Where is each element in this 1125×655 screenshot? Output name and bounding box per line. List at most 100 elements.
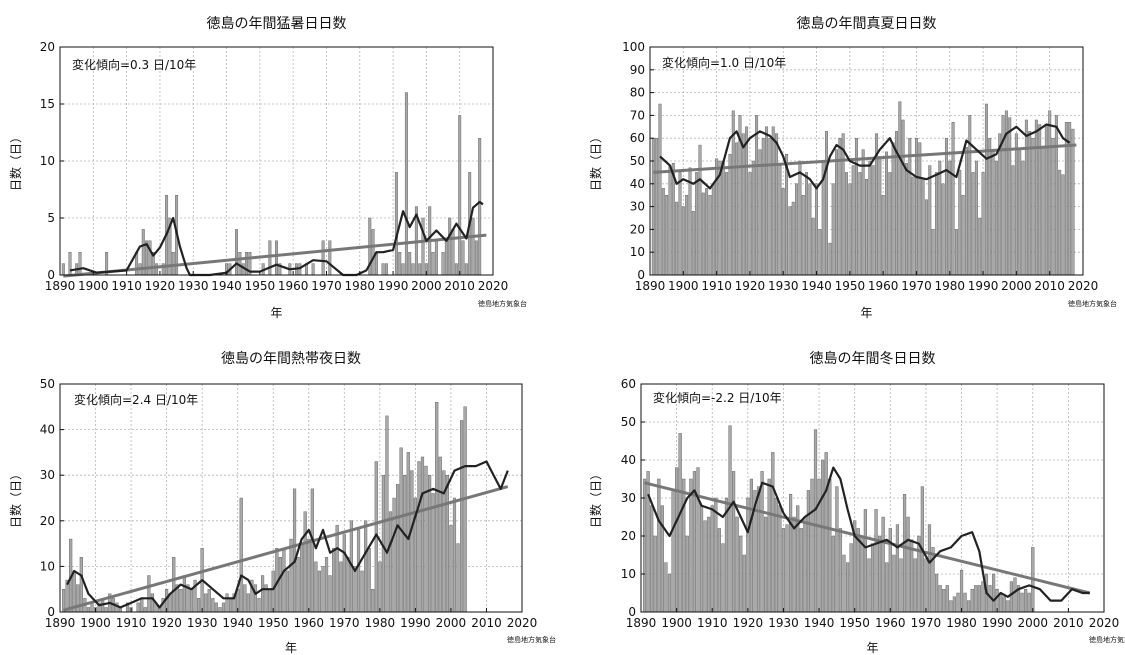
chart-3-title: 徳島の年間冬日日数 — [810, 351, 936, 367]
chart-2-xtick-label: 1940 — [222, 616, 253, 630]
chart-1-bar-1949 — [845, 172, 848, 276]
chart-1-xtick-label: 1960 — [868, 279, 899, 293]
chart-1-bar-2000 — [1014, 133, 1018, 276]
chart-1-bar-1903 — [691, 210, 695, 276]
chart-1-bar-2008 — [1041, 147, 1045, 276]
chart-3-bar-1948 — [845, 562, 850, 613]
chart-3-xtick-label: 1920 — [733, 616, 764, 630]
chart-2-title: 徳島の年間熱帯夜日数 — [221, 351, 361, 367]
chart-0-ytick-label: 5 — [47, 211, 55, 225]
chart-1-bar-2002 — [1021, 160, 1025, 276]
chart-3-bar-1916 — [732, 471, 736, 613]
chart-2-bar-1962 — [314, 561, 318, 613]
chart-1-ytick-label: 70 — [630, 108, 645, 122]
chart-3-bar-1955 — [870, 543, 875, 613]
chart-1-ytick-label: 0 — [637, 268, 645, 282]
chart-2-xtick-label: 1950 — [258, 616, 289, 630]
chart-1-bar-1974 — [928, 165, 932, 276]
chart-3-bar-1995 — [1013, 577, 1017, 613]
chart-2-bar-1931 — [204, 593, 208, 613]
chart-1-bar-1963 — [891, 142, 895, 276]
chart-1-bar-1981 — [951, 122, 955, 276]
chart-3-bar-1899 — [671, 490, 675, 613]
chart-1-bar-1909 — [711, 183, 715, 276]
chart-3-bar-1959 — [885, 562, 889, 613]
chart-3-bar-1998 — [1024, 589, 1028, 613]
chart-2-bar-1968 — [335, 525, 339, 613]
chart-3-bar-1891 — [642, 478, 647, 613]
chart-3-xtick-label: 2000 — [1017, 616, 1048, 630]
chart-2-bar-1924 — [179, 589, 183, 613]
chart-3-bar-1896 — [660, 505, 664, 613]
chart-3-bar-1981 — [963, 592, 967, 613]
chart-3-bar-1971 — [927, 524, 932, 613]
chart-3-bar-1924 — [760, 471, 764, 613]
chart-2-bar-1995 — [431, 493, 435, 613]
chart-3-bar-1967 — [913, 558, 917, 613]
chart-2-bar-1973 — [353, 566, 357, 613]
chart-1-xtick-label: 1990 — [968, 279, 999, 293]
chart-1-bar-2012 — [1054, 115, 1058, 276]
chart-1-bar-1944 — [828, 242, 832, 276]
chart-2-bar-1961 — [310, 488, 314, 613]
chart-0-bar-2014 — [471, 217, 475, 276]
chart-3-xlabel: 年 — [866, 641, 878, 655]
chart-1-bar-1918 — [741, 133, 745, 276]
chart-2-bar-1956 — [292, 488, 297, 613]
chart-2-xtick-label: 1990 — [400, 616, 431, 630]
chart-2-bar-1966 — [328, 575, 332, 613]
panel-hot-days: 0 5 10 15 20 1890 1900 1910 1920 1930 1940 1950 1960… — [8, 16, 527, 320]
chart-3-bar-1895 — [657, 478, 661, 613]
chart-0-bar-1988 — [384, 263, 388, 276]
panel-tropical-nights: 0 10 20 30 40 50 1890 1900 1910 1920 1930 1940 1950 1… — [8, 351, 556, 655]
chart-3-bar-1973 — [935, 573, 939, 613]
chart-2-bar-1922 — [172, 557, 176, 613]
chart-2-ytick-label: 50 — [40, 377, 55, 391]
chart-2-bar-1935 — [218, 607, 222, 613]
chart-2-bar-1991 — [417, 461, 421, 613]
chart-2-source-label: 徳島地方気象台 — [507, 635, 556, 644]
chart-2-bar-1967 — [332, 547, 336, 613]
chart-3-xtick-label: 1960 — [875, 616, 906, 630]
chart-0-bar-1891 — [61, 263, 65, 276]
chart-3-ylabel: 日数（日） — [588, 468, 603, 528]
chart-3-ytick-label: 40 — [621, 453, 636, 467]
chart-0-bar-1946 — [245, 251, 248, 276]
chart-3-ytick-label: 10 — [621, 567, 636, 581]
chart-2-bar-1952 — [278, 557, 282, 613]
chart-2-bar-1949 — [268, 589, 272, 613]
chart-0-xtick-label: 1900 — [78, 279, 109, 293]
chart-0-bar-2006 — [444, 240, 448, 276]
chart-1-xtick-label: 1950 — [835, 279, 866, 293]
chart-2-ylabel: 日数（日） — [8, 468, 23, 528]
chart-2-bar-1934 — [214, 602, 218, 613]
chart-3-ytick-label: 30 — [621, 491, 636, 505]
chart-2-bar-1965 — [324, 557, 329, 613]
chart-2-bar-1898 — [86, 607, 91, 613]
chart-3-bar-1930 — [781, 528, 786, 613]
chart-1-bar-1941 — [818, 229, 822, 276]
chart-0-bar-1896 — [78, 251, 82, 276]
chart-1-bar-1985 — [964, 147, 968, 276]
chart-1-bar-1933 — [791, 201, 795, 276]
chart-3-bar-1915 — [728, 425, 732, 613]
chart-0-trend-annotation: 変化傾向=0.3 日/10年 — [72, 57, 196, 72]
chart-1-bar-1980 — [948, 160, 952, 276]
chart-0-xtick-label: 1940 — [211, 279, 242, 293]
chart-3-bar-1947 — [842, 554, 846, 613]
chart-3-bar-1932 — [789, 494, 793, 613]
chart-3-bar-1920 — [746, 497, 750, 613]
chart-2-frame — [59, 383, 523, 613]
chart-3-bar-1999 — [1027, 592, 1031, 613]
chart-3-bar-1937 — [806, 490, 810, 613]
chart-3-bar-1926 — [767, 478, 771, 613]
chart-3-bar-1931 — [785, 524, 789, 613]
chart-1-bar-2017 — [1071, 128, 1075, 276]
chart-2-bar-1978 — [371, 589, 375, 613]
chart-0-bar-1943 — [235, 229, 238, 276]
chart-0-bar-2012 — [464, 263, 468, 276]
panel-winter-days: 0 10 20 30 40 50 60 1890 1900 1910 1920 1930 1940 195… — [588, 351, 1125, 655]
chart-1-bar-1972 — [921, 179, 925, 276]
chart-3-bar-1944 — [831, 535, 835, 613]
chart-3-bar-1997 — [1020, 592, 1024, 613]
